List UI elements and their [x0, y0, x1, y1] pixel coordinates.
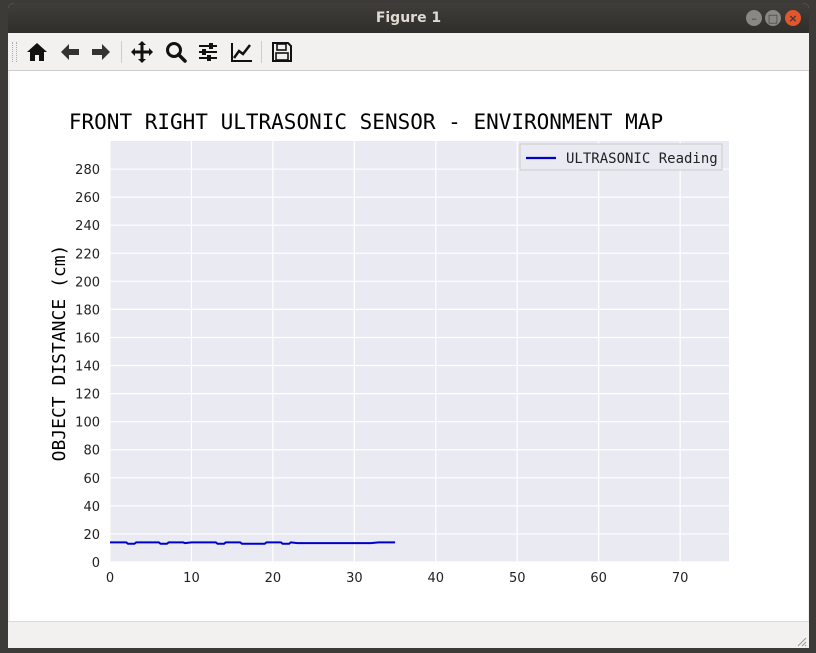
- close-button[interactable]: ×: [785, 10, 801, 26]
- home-icon: [27, 43, 47, 61]
- window-title: Figure 1: [375, 10, 442, 26]
- edit-axis-curve-icon: [231, 43, 252, 62]
- y-tick-label: 160: [75, 331, 100, 346]
- y-tick-label: 180: [75, 303, 100, 318]
- toolbar-grip[interactable]: [12, 42, 17, 62]
- y-tick-labels: 0 20 40 60 80 100 120 140 160 180 200 220 240 260 280: [75, 163, 100, 571]
- y-axis-label: OBJECT DISTANCE (cm): [49, 245, 70, 462]
- x-tick-label: 50: [509, 571, 526, 586]
- status-bar: [8, 621, 809, 648]
- y-tick-label: 120: [75, 388, 100, 403]
- home-button[interactable]: [24, 39, 50, 65]
- zoom-magnifier-icon: [166, 42, 187, 63]
- chart-title: FRONT RIGHT ULTRASONIC SENSOR - ENVIRONM…: [69, 110, 663, 134]
- close-icon: ×: [788, 11, 798, 25]
- back-button[interactable]: [57, 39, 83, 65]
- x-tick-label: 70: [672, 571, 689, 586]
- back-arrow-icon: [61, 44, 79, 60]
- y-tick-label: 280: [75, 163, 100, 178]
- toolbar-separator: [121, 41, 122, 63]
- navigation-toolbar: [8, 33, 809, 71]
- x-tick-labels: 0 10 20 30 40 50 60 70: [106, 571, 689, 586]
- y-tick-label: 20: [83, 528, 100, 543]
- series-layer: [110, 541, 396, 545]
- plot-area: [110, 141, 729, 562]
- legend: ULTRASONIC Reading: [519, 143, 723, 171]
- y-tick-label: 140: [75, 360, 100, 375]
- configure-subplots-button[interactable]: [195, 39, 221, 65]
- y-tick-label: 80: [83, 444, 100, 459]
- title-bar[interactable]: Figure 1 – □ ×: [8, 3, 809, 33]
- pan-button[interactable]: [129, 39, 155, 65]
- save-floppy-icon: [272, 42, 292, 62]
- forward-arrow-icon: [92, 44, 110, 60]
- y-tick-label: 40: [83, 500, 100, 515]
- edit-axis-button[interactable]: [229, 39, 255, 65]
- legend-label: ULTRASONIC Reading: [566, 151, 718, 167]
- x-tick-label: 30: [346, 571, 363, 586]
- x-tick-label: 40: [428, 571, 445, 586]
- y-tick-label: 260: [75, 191, 100, 206]
- chart: 0 10 20 30 40 50 60 70 0 20 40 60 80 100 120 140 160 180…: [49, 110, 729, 586]
- toolbar-separator: [261, 41, 262, 63]
- x-tick-label: 60: [590, 571, 607, 586]
- maximize-icon: □: [767, 11, 779, 25]
- save-button[interactable]: [269, 39, 295, 65]
- x-tick-label: 10: [183, 571, 200, 586]
- minimize-icon: –: [751, 11, 757, 25]
- y-tick-label: 100: [75, 416, 100, 431]
- forward-button[interactable]: [88, 39, 114, 65]
- pan-move-icon: [131, 41, 153, 63]
- grid-lines: [109, 141, 729, 563]
- y-tick-label: 60: [83, 472, 100, 487]
- figure-canvas[interactable]: 0 10 20 30 40 50 60 70 0 20 40 60 80 100 120 140 160 180…: [10, 71, 808, 621]
- minimize-button[interactable]: –: [746, 10, 762, 26]
- figure-window: Figure 1 – □ ×: [8, 3, 809, 648]
- x-tick-label: 0: [106, 571, 114, 586]
- configure-subplots-icon: [199, 43, 217, 61]
- y-tick-label: 0: [92, 556, 100, 571]
- series-line-ultrasonic-reading: [110, 541, 396, 545]
- maximize-button[interactable]: □: [765, 10, 781, 26]
- resize-grip-icon[interactable]: [795, 635, 807, 647]
- y-tick-label: 240: [75, 219, 100, 234]
- y-tick-label: 200: [75, 275, 100, 290]
- x-tick-label: 20: [265, 571, 282, 586]
- y-tick-label: 220: [75, 247, 100, 262]
- zoom-button[interactable]: [163, 39, 189, 65]
